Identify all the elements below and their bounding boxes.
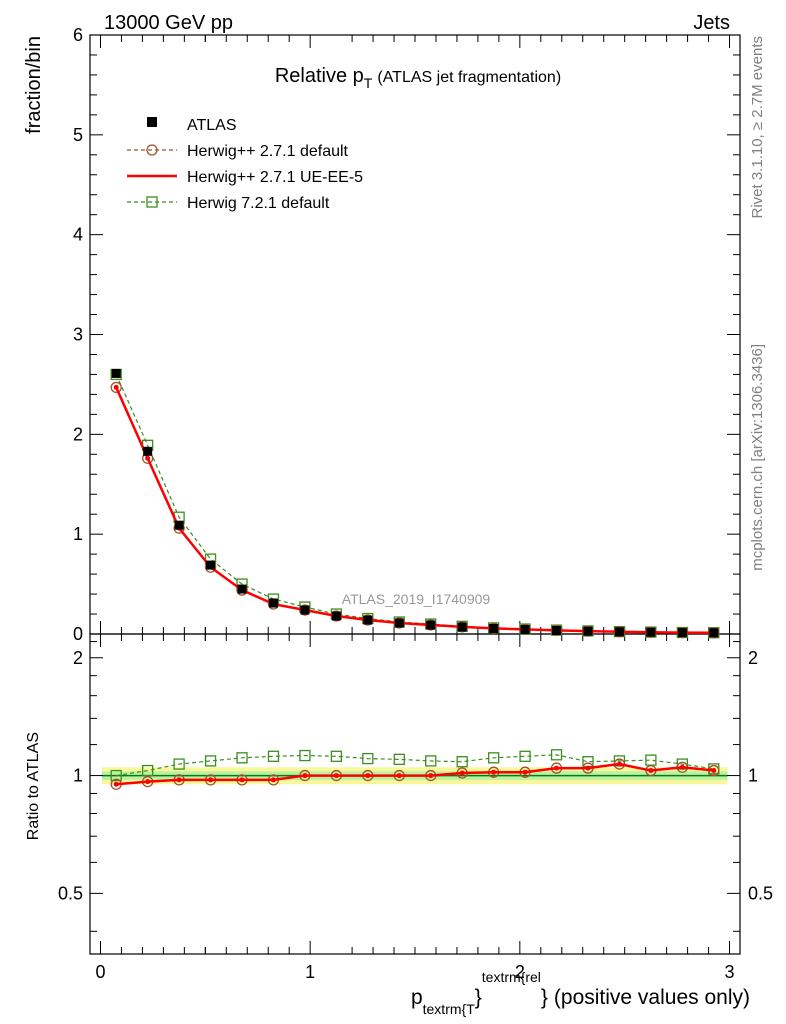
legend: ATLAS Herwig++ 2.7.1 default Herwig++ 2.…: [127, 117, 363, 212]
legend-label-atlas: ATLAS: [187, 117, 237, 134]
ratio-herwig7-default-point: [519, 750, 531, 762]
main-atlas-point: [426, 620, 436, 630]
legend-label-herwigpp-ueee5: Herwig++ 2.7.1 UE-EE-5: [187, 169, 363, 186]
ratio-herwigpp-ueee5-point: [491, 769, 497, 775]
legend-label-herwigpp-default: Herwig++ 2.7.1 default: [187, 143, 349, 160]
ratio-herwigpp-ueee5-point: [113, 781, 119, 787]
ratio-herwig7-default-point: [456, 756, 468, 768]
ratio-herwig7-default-point: [425, 755, 437, 767]
main-herwigpp-ueee5-point: [113, 384, 119, 390]
ratio-herwigpp-ueee5-point: [176, 777, 182, 783]
x-tick-label: 1: [305, 962, 315, 982]
main-atlas-point: [583, 626, 593, 636]
ratio-herwigpp-ueee5-point: [428, 773, 434, 779]
ratio-herwig7-default-point: [236, 752, 248, 764]
ratio-tick-label: 0.5: [58, 883, 83, 903]
ratio-herwigpp-ueee5-point: [208, 777, 214, 783]
y-tick-label: 1: [73, 524, 83, 544]
axes: 0 1 2 3 4 5 6 0 1 2 3 0.5 0.5 1 1 2 2: [58, 25, 773, 982]
main-atlas-point: [206, 560, 216, 570]
ratio-herwigpp-ueee5-point: [522, 769, 528, 775]
ratio-herwigpp-ueee5-point: [616, 761, 622, 767]
ratio-herwig7-default-point: [173, 758, 185, 770]
x-axis-label: ptextrm{T}textrm{rel} (positive values on…: [411, 969, 750, 1017]
main-atlas-point: [237, 584, 247, 594]
main-atlas-point: [143, 446, 153, 456]
ratio-herwigpp-ueee5-point: [554, 765, 560, 771]
main-herwigpp-ueee5-point: [145, 455, 151, 461]
y-tick-label: 5: [73, 125, 83, 145]
plot-title: Relative pT (ATLAS jet fragmentation): [275, 65, 561, 91]
ratio-tick-label-right: 2: [748, 648, 758, 668]
ratio-tick-label: 2: [73, 648, 83, 668]
ratio-herwig7-default-point: [267, 750, 280, 762]
ratio-herwigpp-ueee5-point: [648, 768, 654, 774]
ratio-herwigpp-ueee5-point: [585, 765, 591, 771]
ratio-herwig7-default-point: [550, 749, 563, 761]
legend-marker-atlas: [147, 117, 157, 127]
ratio-herwigpp-ueee5-point: [679, 764, 685, 770]
ratio-herwig7-default-point: [362, 752, 374, 765]
main-atlas-point: [646, 627, 656, 637]
ratio-herwigpp-ueee5-point: [239, 777, 245, 783]
main-atlas-point: [709, 628, 719, 638]
ratio-herwigpp-ueee5-point: [365, 773, 371, 779]
header-right: Jets: [693, 12, 730, 34]
main-atlas-point: [520, 625, 530, 635]
main-herwigpp-ueee5-line: [115, 386, 714, 635]
ratio-herwigpp-ueee5-point: [302, 773, 308, 779]
main-atlas-point: [174, 520, 184, 530]
main-atlas-point: [394, 618, 404, 628]
legend-marker-herwigpp-default: [146, 144, 158, 156]
main-atlas-point: [363, 615, 373, 625]
analysis-label: ATLAS_2019_I1740909: [342, 591, 491, 607]
ratio-tick-label: 1: [73, 766, 83, 786]
main-atlas-point: [489, 624, 499, 634]
ratio-herwig7-default-point: [299, 749, 311, 762]
legend-marker-herwig7-default: [146, 196, 158, 208]
ratio-herwig7-default-point: [330, 750, 343, 762]
ratio-herwigpp-ueee5-point: [270, 777, 276, 783]
main-atlas-point: [552, 626, 562, 636]
ratio-herwigpp-ueee5-point: [459, 770, 465, 776]
y-axis-label: fraction/bin: [23, 36, 45, 134]
ratio-series: [110, 749, 720, 790]
rivet-label: Rivet 3.1.10, ≥ 2.7M events: [749, 36, 766, 219]
main-atlas-point: [300, 605, 310, 615]
ratio-herwigpp-ueee5-point: [396, 773, 402, 779]
ratio-tick-label-right: 1: [748, 766, 758, 786]
main-atlas-point: [268, 598, 278, 608]
ratio-herwig7-default-point: [487, 752, 500, 764]
y-tick-label: 0: [73, 624, 83, 644]
x-tick-label: 0: [95, 962, 105, 982]
x-tick-label: 3: [725, 962, 735, 982]
main-atlas-point: [677, 628, 687, 638]
y-tick-label: 4: [73, 225, 83, 245]
main-atlas-point: [614, 627, 624, 637]
ratio-tick-label-right: 0.5: [748, 883, 773, 903]
ratio-herwig7-default-point: [142, 764, 154, 777]
legend-label-herwig7-default: Herwig 7.2.1 default: [187, 195, 330, 212]
main-series: [110, 368, 720, 639]
main-atlas-point: [457, 622, 467, 632]
main-atlas-point: [111, 368, 121, 378]
y-tick-label: 6: [73, 25, 83, 45]
ratio-herwigpp-ueee5-line: [116, 762, 714, 786]
ratio-frame: [89, 633, 741, 955]
ratio-herwigpp-ueee5-point: [711, 768, 717, 774]
main-herwigpp-default-point: [110, 381, 122, 394]
y-tick-label: 2: [73, 424, 83, 444]
ratio-y-axis-label: Ratio to ATLAS: [25, 732, 42, 840]
ratio-herwig7-default-point: [110, 769, 122, 782]
header-left: 13000 GeV pp: [104, 12, 233, 34]
ratio-herwigpp-ueee5-point: [333, 773, 339, 779]
ratio-herwig7-default-point: [393, 753, 405, 766]
y-tick-label: 3: [73, 325, 83, 345]
mcplots-label: mcplots.cern.ch [arXiv:1306.3436]: [749, 344, 766, 571]
ratio-herwig7-default-point: [204, 755, 217, 767]
ratio-herwigpp-ueee5-point: [145, 779, 151, 785]
main-atlas-point: [331, 611, 341, 621]
x-tick-label: 2: [515, 962, 525, 982]
